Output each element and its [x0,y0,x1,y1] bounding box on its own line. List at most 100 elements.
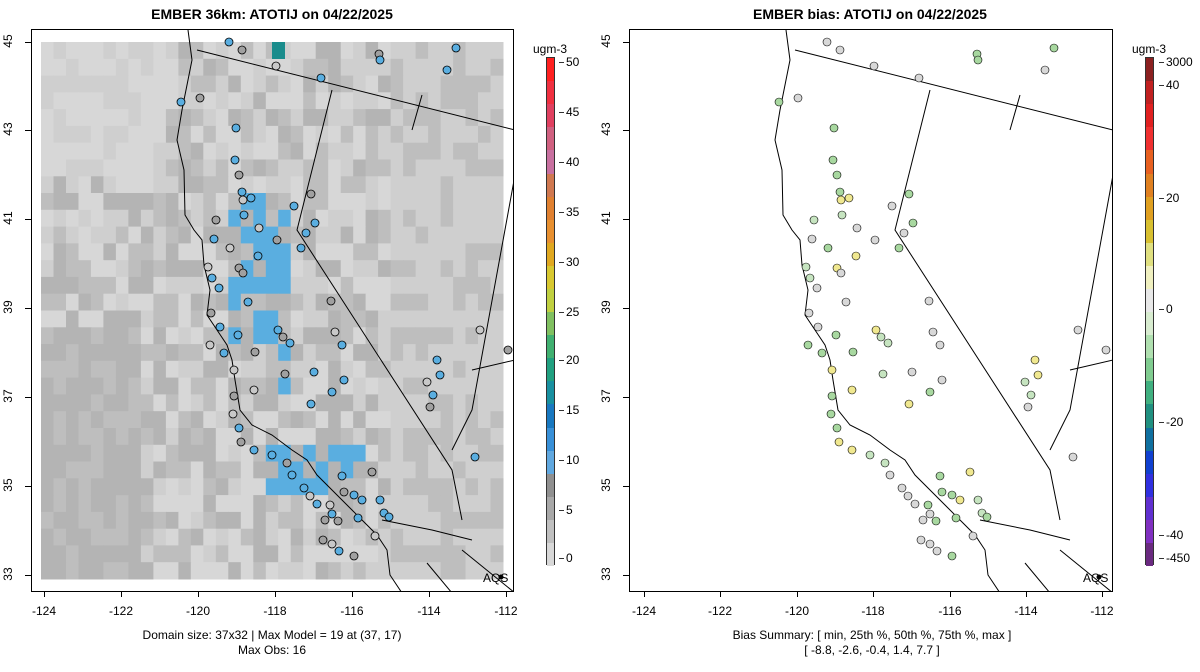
model-grid-cell [66,344,79,362]
bias-obs-point [804,308,814,318]
model-grid-cell [140,58,154,77]
model-grid-cell [66,377,79,395]
model-grid-cell [378,125,392,144]
model-grid-cell [390,428,404,446]
model-obs-point [370,531,380,541]
model-grid-cell [128,58,142,77]
model-grid-cell [253,310,267,328]
bias-legend-label: -40 [1166,528,1184,542]
model-grid-cell [440,159,454,177]
model-grid-cell [453,226,467,244]
model-grid-cell [440,344,454,362]
model-grid-cell [265,377,279,395]
model-grid-cell [390,176,404,194]
model-obs-point [432,355,442,365]
model-grid-cell [228,209,242,228]
model-grid-cell [478,226,491,244]
model-grid-cell [103,360,117,379]
model-grid-cell [178,276,192,295]
model-grid-cell [478,360,491,379]
model-grid-cell [103,226,117,244]
model-grid-cell [53,327,67,345]
model-state-border [196,49,513,131]
model-grid-cell [290,411,304,429]
model-grid-cell [128,344,142,362]
model-grid-cell [178,327,192,345]
colorbar-segment [547,473,554,498]
model-grid-cell [378,344,392,362]
model-grid-cell [53,92,67,110]
model-grid-cell [41,394,54,412]
model-grid-cell [265,260,279,278]
bias-footer-line2: [ -8.8, -2.6, -0.4, 1.4, 7.7 ] [804,643,940,657]
model-grid-cell [303,142,317,160]
colorbar-segment [1146,427,1153,452]
model-grid-cell [290,58,304,77]
model-grid-cell [490,276,504,295]
model-grid-cell [165,360,179,379]
model-grid-cell [315,394,329,412]
model-grid-cell [78,193,92,211]
model-grid-cell [428,193,442,211]
model-grid-cell [128,176,142,194]
model-legend-label: 40 [566,155,580,169]
model-grid-cell [315,159,329,177]
model-grid-cell [303,562,317,580]
model-grid-cell [203,293,217,311]
model-grid-cell [303,276,317,295]
model-grid-cell [465,394,479,412]
model-legend-label: 5 [566,503,573,517]
model-grid-cell [90,444,104,463]
model-grid-cell [128,243,142,261]
model-grid-cell [103,159,117,177]
model-grid-cell [215,394,229,412]
model-grid-cell [465,310,479,328]
bias-obs-point [807,234,817,244]
model-grid-cell [78,293,92,311]
colorbar-segment [547,196,554,221]
model-grid-cell [428,310,442,328]
model-grid-cell [490,327,504,345]
model-grid-cell [128,293,142,311]
model-grid-cell [53,310,67,328]
model-grid-cell [190,310,204,328]
model-grid-cell [128,310,142,328]
model-grid-cell [140,92,154,110]
model-legend-label: 25 [566,305,580,319]
model-grid-cell [278,444,292,463]
model-grid-cell [140,394,154,412]
bias-map-svg [774,30,1112,591]
model-obs-point [330,327,340,337]
model-grid-cell [278,377,292,395]
bias-legend-tick [1159,558,1164,559]
model-grid-cell [178,159,192,177]
model-grid-cell [378,142,392,160]
model-grid-cell [378,461,392,479]
model-grid-cell [340,92,354,110]
model-grid-cell [328,444,342,463]
model-grid-cell [78,92,92,110]
model-grid-cell [240,360,254,379]
model-grid-cell [378,562,392,580]
model-grid-cell [66,176,79,194]
model-grid-cell [478,377,491,395]
model-grid-cell [428,528,442,546]
model-grid-cell [378,176,392,194]
colorbar-segment [1146,219,1153,244]
model-grid-cell [66,260,79,278]
model-grid-cell [265,276,279,295]
model-grid-cell [390,42,404,60]
model-grid-cell [90,293,104,311]
model-grid-cell [190,276,204,295]
model-grid-cell [228,176,242,194]
model-grid-cell [240,478,254,496]
model-grid-cell [428,562,442,580]
model-grid-cell [66,209,79,228]
model-grid-cell [103,327,117,345]
model-grid-cell [253,42,267,60]
model-grid-cell [365,511,379,530]
model-grid-cell [78,209,92,228]
model-grid-cell [240,92,254,110]
model-grid-cell [115,58,129,77]
model-grid-cell [103,344,117,362]
